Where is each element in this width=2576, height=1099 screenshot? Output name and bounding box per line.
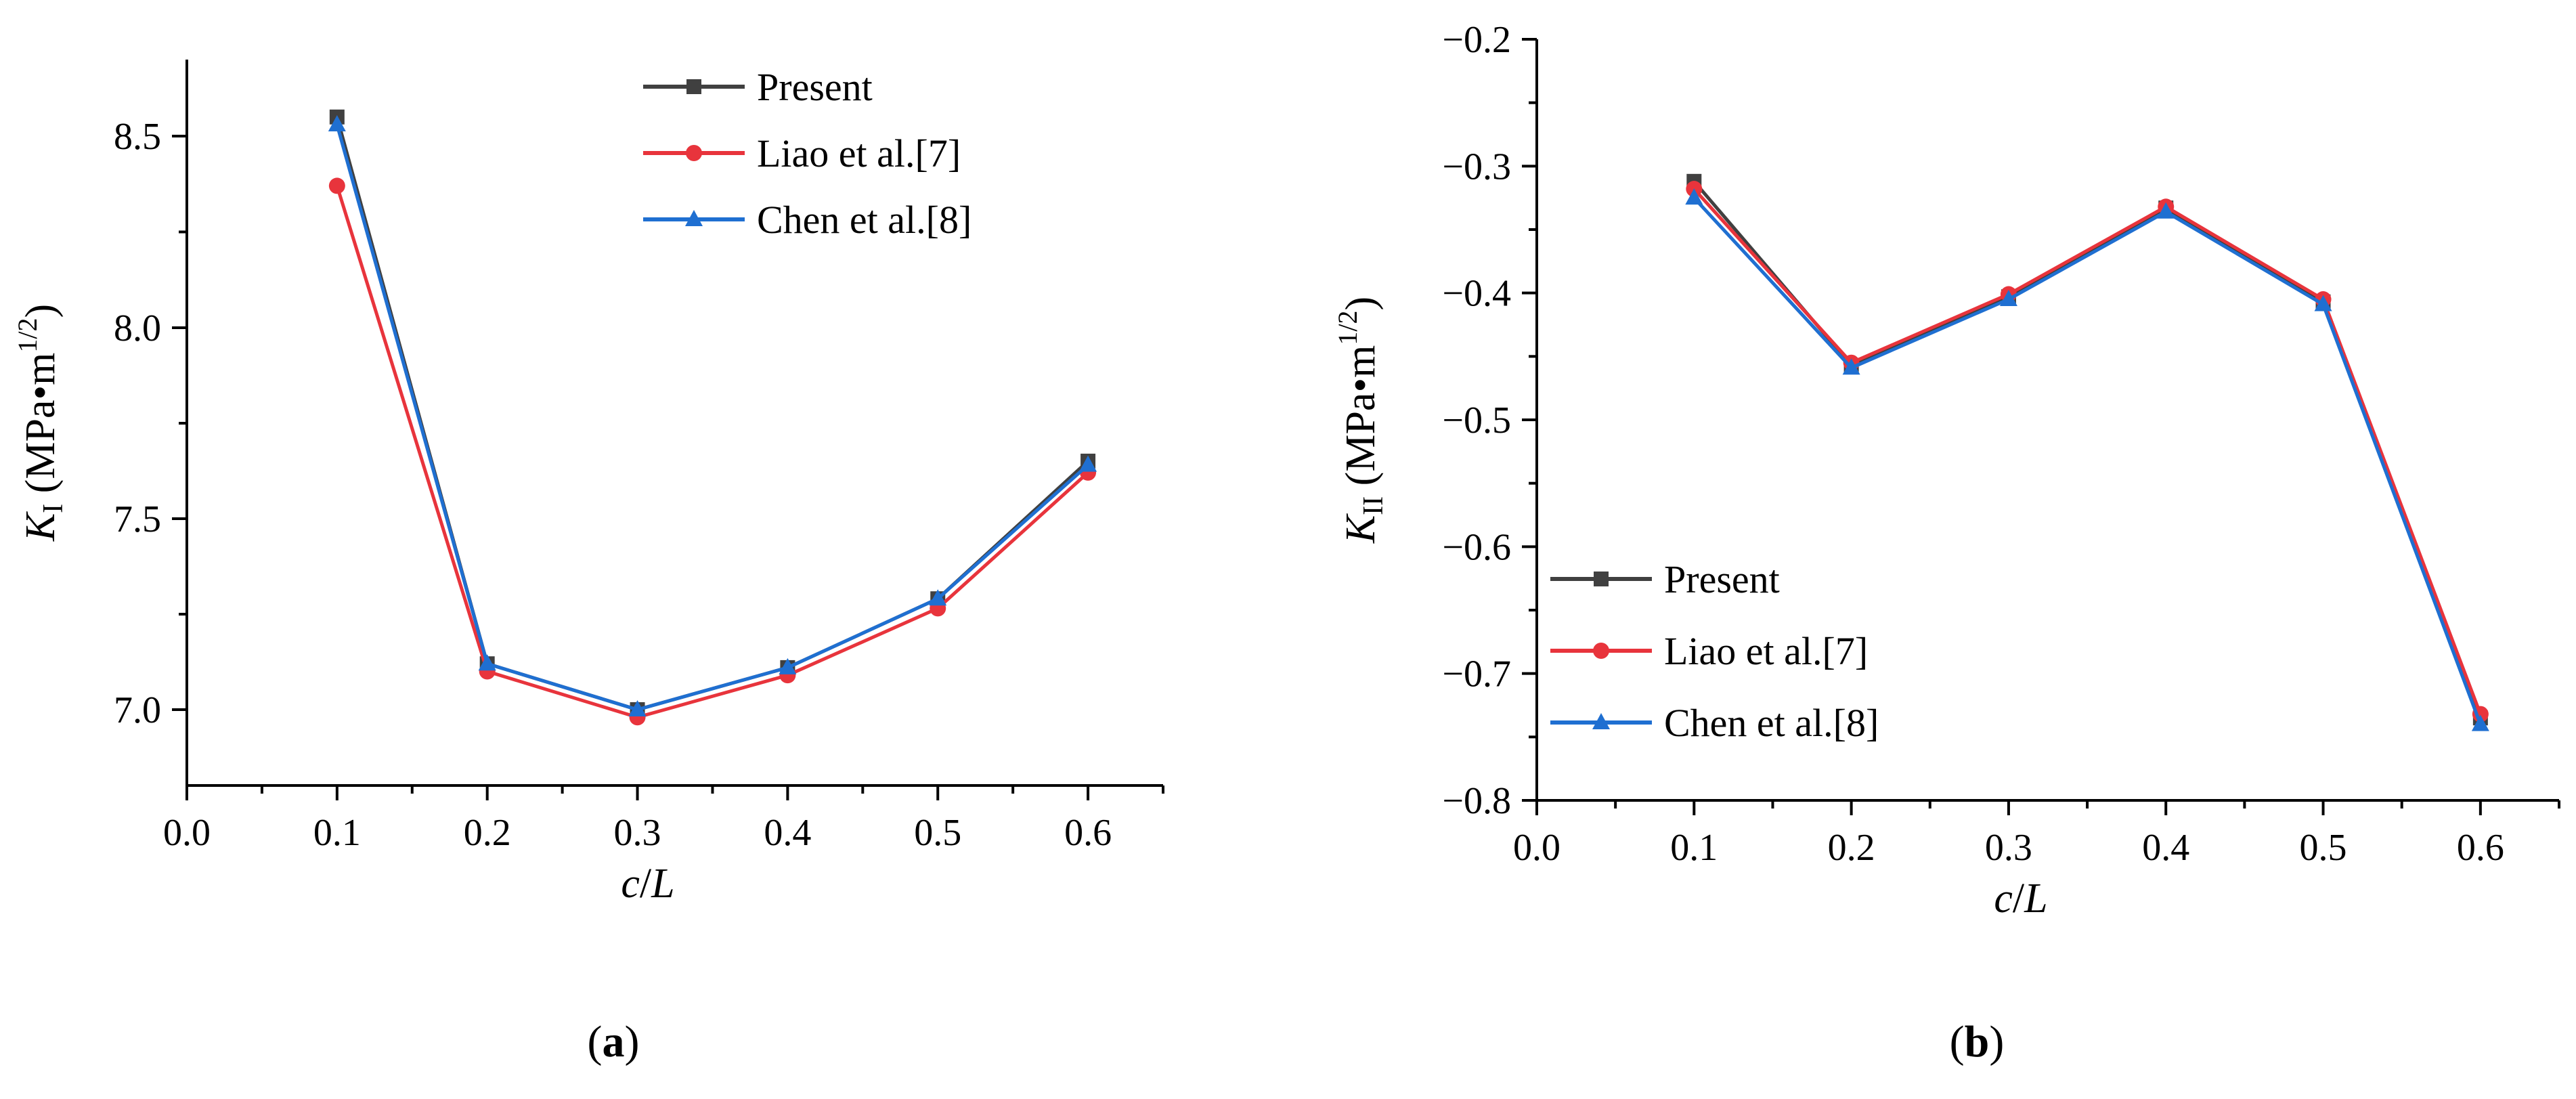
y-tick-label: 7.0 — [114, 689, 161, 731]
legend-marker-triangle — [685, 210, 703, 226]
x-axis-title: c/L — [1994, 876, 2047, 922]
x-tick-label: 0.0 — [163, 812, 211, 854]
panel-label: (a) — [588, 1017, 640, 1066]
data-point-triangle — [1685, 188, 1703, 205]
data-point-triangle — [2471, 714, 2489, 731]
legend-label: Liao et al.[7] — [1664, 629, 1868, 673]
legend-marker-triangle — [1592, 713, 1610, 729]
legend-label: Present — [1664, 557, 1780, 601]
y-tick-label: 7.5 — [114, 498, 161, 540]
data-point-triangle — [328, 115, 346, 132]
panel-label: (b) — [1950, 1017, 2005, 1066]
series-line-triangle — [1693, 196, 2483, 725]
x-tick-label: 0.4 — [2142, 827, 2189, 869]
data-point-triangle — [1999, 290, 2017, 307]
y-tick-label: −0.2 — [1442, 19, 1511, 61]
x-tick-label: 0.1 — [1670, 827, 1718, 869]
x-tick-label: 0.3 — [1985, 827, 2032, 869]
data-point-triangle — [478, 654, 496, 671]
legend-label: Liao et al.[7] — [757, 131, 961, 175]
legend-marker-circle — [1593, 643, 1609, 659]
series-line-square — [335, 116, 1089, 712]
legend-label: Chen et al.[8] — [757, 198, 972, 242]
data-point-triangle — [2157, 202, 2175, 219]
x-tick-label: 0.2 — [464, 812, 511, 854]
y-axis-title: KII (MPa•m1/2) — [1332, 297, 1389, 544]
data-point-triangle — [2314, 295, 2332, 311]
y-tick-label: −0.5 — [1442, 400, 1511, 441]
series-line-circle — [1693, 188, 2483, 715]
x-tick-label: 0.5 — [914, 812, 961, 854]
x-axis-title: c/L — [621, 861, 674, 907]
x-tick-label: 0.6 — [2457, 827, 2504, 869]
y-tick-label: −0.3 — [1442, 146, 1511, 188]
x-tick-label: 0.4 — [764, 812, 811, 854]
data-point-triangle — [929, 589, 947, 606]
chart-panel-b: 0.0 0.1 0.2 0.3 0.4 0.5 0.6 −0.8 −0.7 −0.6 −0.5 −0.… — [1332, 19, 2560, 1066]
x-tick-label: 0.3 — [614, 812, 661, 854]
axes-frame — [185, 60, 1163, 787]
y-axis-title: KI (MPa•m1/2) — [12, 304, 69, 542]
y-tick-label: −0.8 — [1442, 780, 1511, 822]
x-tick-label: 0.0 — [1513, 827, 1560, 869]
y-tick-label: −0.6 — [1442, 526, 1511, 568]
series-line-circle — [335, 185, 1089, 719]
chart-panel-a: 0.0 0.1 0.2 0.3 0.4 0.5 0.6 7.0 7.5 8.0 8.5 Present… — [12, 60, 1164, 1066]
x-tick-label: 0.5 — [2300, 827, 2347, 869]
y-tick-label: −0.4 — [1442, 273, 1511, 315]
legend-label: Present — [757, 65, 873, 109]
data-point-triangle — [1079, 455, 1097, 472]
x-tick-label: 0.2 — [1828, 827, 1875, 869]
y-tick-label: −0.7 — [1442, 653, 1511, 695]
x-tick-label: 0.6 — [1064, 812, 1112, 854]
data-point-triangle — [1842, 358, 1860, 375]
legend-marker-square — [686, 79, 701, 94]
legend-marker-square — [1594, 572, 1609, 586]
x-tick-label: 0.1 — [313, 812, 361, 854]
series-line-triangle — [335, 124, 1089, 712]
data-point-triangle — [779, 658, 797, 674]
y-tick-label: 8.5 — [114, 116, 161, 158]
data-point-triangle — [628, 700, 647, 716]
y-tick-label: 8.0 — [114, 307, 161, 349]
axes-frame — [1535, 39, 2559, 802]
legend-label: Chen et al.[8] — [1664, 701, 1879, 745]
legend-marker-circle — [686, 145, 702, 161]
data-point-circle — [328, 177, 345, 194]
